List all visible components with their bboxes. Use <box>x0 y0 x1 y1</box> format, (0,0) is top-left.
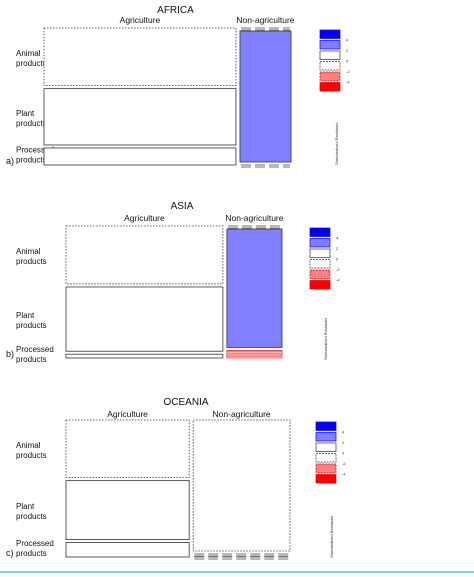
legend-swatch <box>319 71 341 81</box>
legend-swatch <box>309 227 331 237</box>
column-label-non-agriculture: Non-agriculture <box>213 409 271 419</box>
row-label-animal-products-line2: products <box>16 257 47 266</box>
legend-swatch <box>315 463 337 473</box>
legend-tick-label: 2 <box>346 48 349 53</box>
row-label-processed-products-line2: products <box>16 155 47 164</box>
legend-swatch <box>319 61 341 71</box>
legend-swatch <box>309 238 331 248</box>
legend-tick-label: 0 <box>346 59 349 64</box>
legend-swatch <box>315 421 337 431</box>
legend-swatch <box>309 248 331 258</box>
legend-swatch <box>319 50 341 60</box>
legend-swatch <box>319 40 341 50</box>
cell-agriculture-plant-products <box>65 480 190 540</box>
legend-title: Standardized Residuals <box>329 516 334 558</box>
row-label-animal-products-line2: products <box>16 59 47 68</box>
cell-agriculture-animal-products <box>65 419 190 479</box>
legend-swatch <box>319 82 341 92</box>
row-label-processed-products-line2: products <box>16 549 47 558</box>
row-label-processed-products: Processed <box>16 145 54 154</box>
cell-non-agriculture-plant-products <box>226 228 283 348</box>
column-label-non-agriculture: Non-agriculture <box>225 213 283 223</box>
legend-swatch <box>315 442 337 452</box>
legend-tick-label: 2 <box>342 440 345 445</box>
cell-agriculture-animal-products <box>43 27 237 87</box>
residual-legend: 4 2 0 -2 -4 Standardized Residuals <box>309 227 340 360</box>
row-label-processed-products-line2: products <box>16 355 47 364</box>
legend-swatch <box>309 269 331 279</box>
column-label-agriculture: Agriculture <box>107 409 148 419</box>
column-label-agriculture: Agriculture <box>120 15 161 25</box>
legend-tick-label: 4 <box>346 38 349 43</box>
row-label-animal-products: Animal <box>16 441 41 450</box>
legend-swatch <box>315 474 337 484</box>
legend-tick-label: -4 <box>342 472 346 477</box>
cell-non-agriculture-processed-products <box>226 350 283 359</box>
legend-tick-label: 0 <box>336 257 339 262</box>
cell-agriculture-processed-products <box>65 542 190 558</box>
legend-swatch <box>319 29 341 39</box>
row-label-animal-products: Animal <box>16 49 41 58</box>
cell-non-agriculture-plant-products <box>239 30 292 163</box>
row-label-plant-products-line2: products <box>16 512 47 521</box>
row-label-animal-products-line2: products <box>16 451 47 460</box>
cell-agriculture-plant-products <box>65 286 224 352</box>
legend-tick-label: -2 <box>346 69 350 74</box>
cell-agriculture-processed-products <box>43 147 237 166</box>
legend-title: Standardized Residuals <box>334 123 339 165</box>
legend-swatch <box>315 453 337 463</box>
column-label-agriculture: Agriculture <box>124 213 165 223</box>
residual-legend: 4 2 0 -2 -4 Standardized Residuals <box>315 421 346 558</box>
legend-tick-label: 4 <box>342 430 345 435</box>
row-label-plant-products: Plant <box>16 311 35 320</box>
legend-tick-label: -4 <box>336 278 340 283</box>
cell-agriculture-animal-products <box>65 225 224 285</box>
legend-tick-label: -4 <box>346 80 350 85</box>
row-label-animal-products: Animal <box>16 247 41 256</box>
row-label-plant-products: Plant <box>16 502 35 511</box>
legend-tick-label: -2 <box>336 267 340 272</box>
legend-swatch <box>309 259 331 269</box>
cell-agriculture-processed-products <box>65 353 224 359</box>
legend-title: Standardized Residuals <box>323 318 328 360</box>
row-label-plant-products-line2: products <box>16 119 47 128</box>
panel-title: ASIA <box>171 201 194 212</box>
legend-tick-label: 2 <box>336 246 339 251</box>
cell-non-agriculture-animal-products <box>192 419 291 552</box>
panel-title: AFRICA <box>157 5 194 16</box>
residual-legend: 4 2 0 -2 -4 Standardized Residuals <box>319 29 350 165</box>
panel-letter: b) <box>6 349 14 359</box>
legend-tick-label: 0 <box>342 451 345 456</box>
panel-letter: c) <box>6 548 14 558</box>
row-label-plant-products-line2: products <box>16 321 47 330</box>
legend-swatch <box>309 280 331 290</box>
row-label-plant-products: Plant <box>16 109 35 118</box>
legend-tick-label: -2 <box>342 461 346 466</box>
row-label-processed-products: Processed <box>16 345 54 354</box>
panel-letter: a) <box>6 156 14 166</box>
cell-agriculture-plant-products <box>43 88 237 146</box>
legend-swatch <box>315 432 337 442</box>
row-label-processed-products: Processed <box>16 539 54 548</box>
column-label-non-agriculture: Non-agriculture <box>236 15 294 25</box>
legend-tick-label: 4 <box>336 236 339 241</box>
panel-title: OCEANIA <box>163 397 208 408</box>
